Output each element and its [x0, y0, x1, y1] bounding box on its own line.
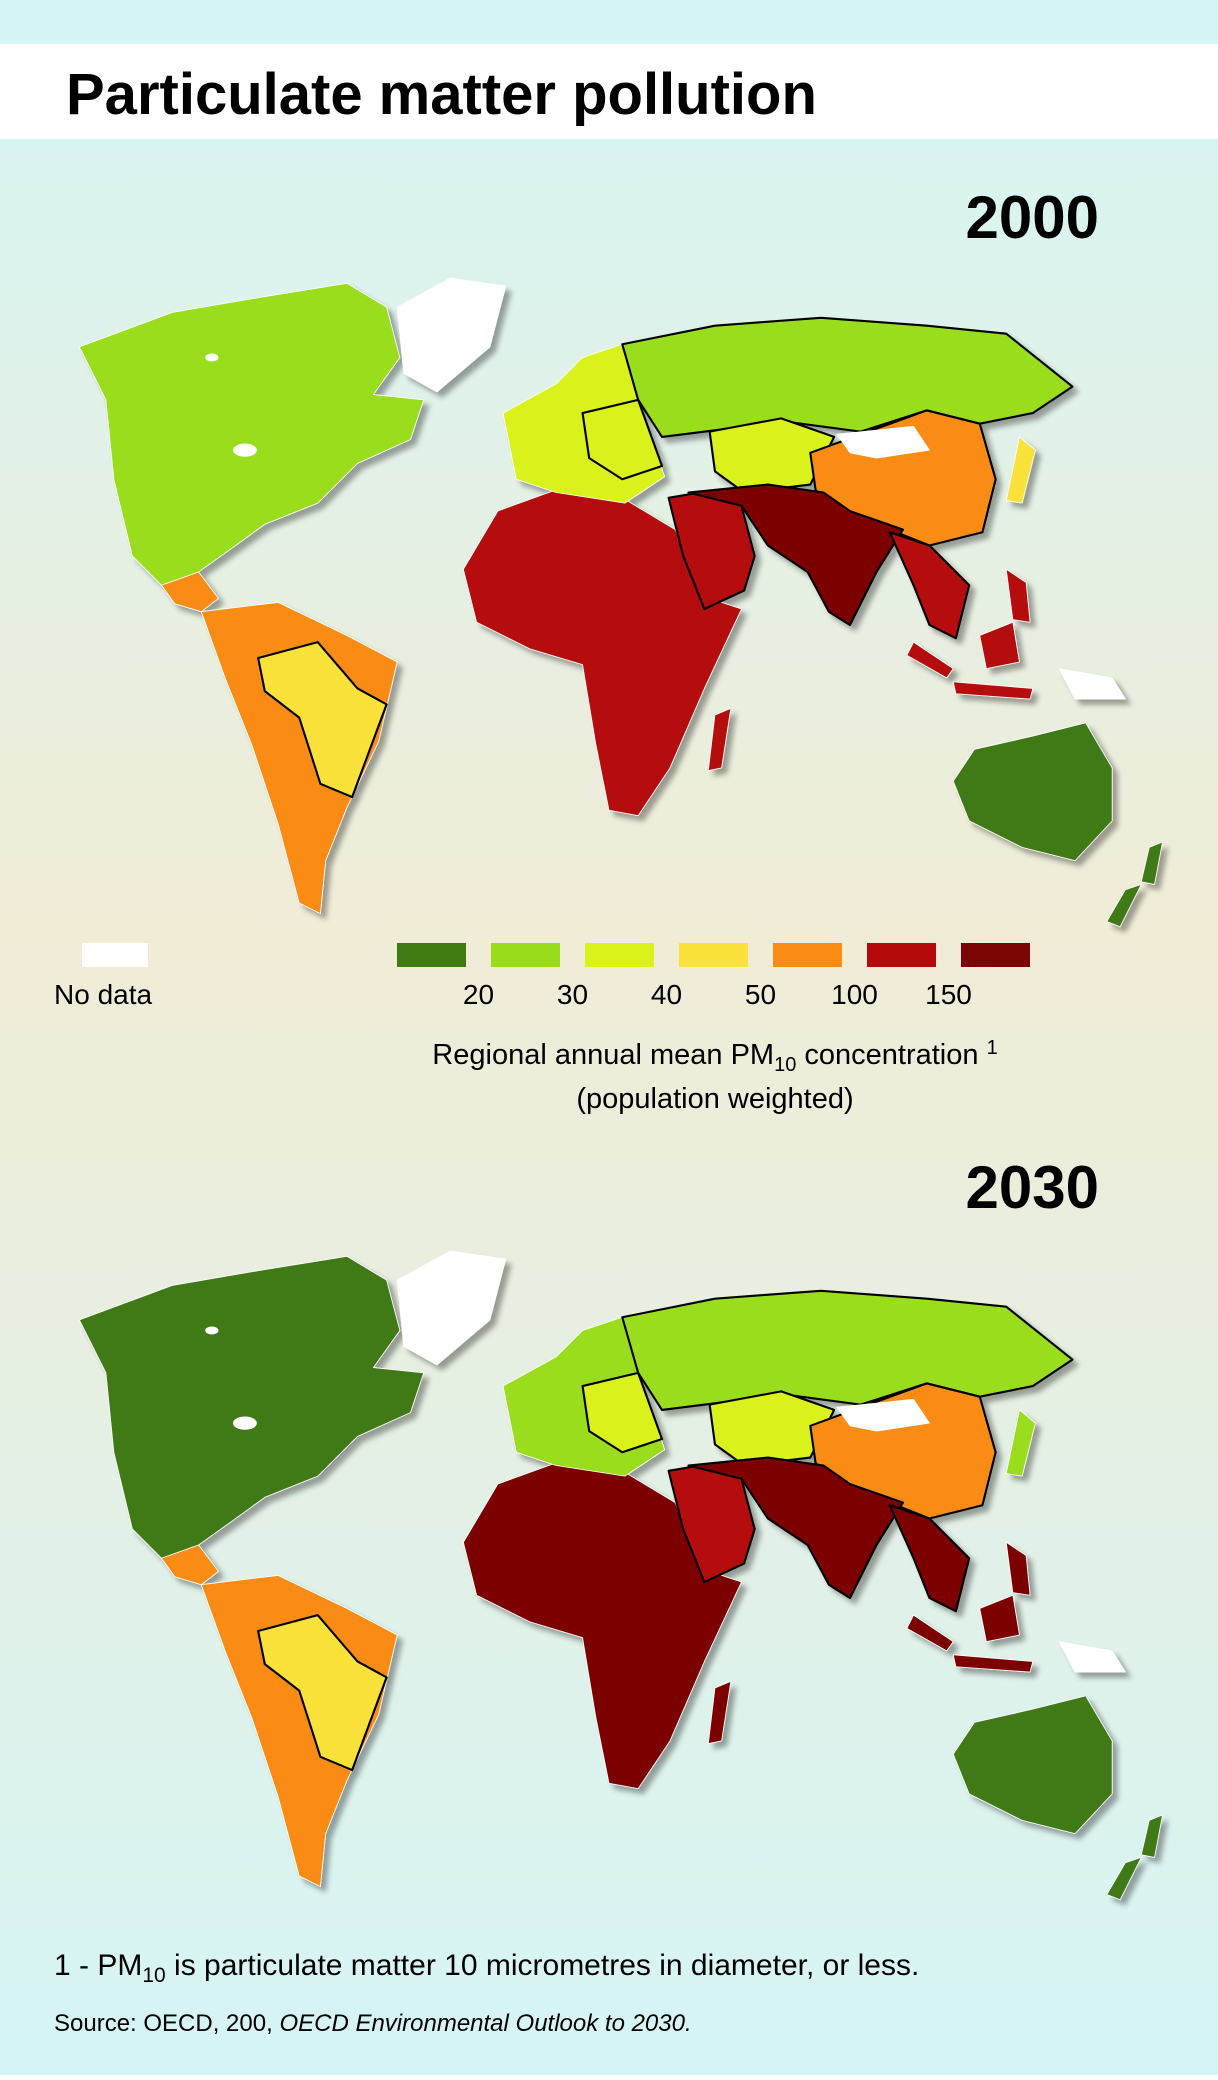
legend-swatch [679, 943, 748, 967]
region-eastern-europe [581, 1371, 664, 1454]
legend-break-label: 20 [463, 979, 494, 1010]
region-greenland [396, 1250, 507, 1366]
legend-swatch [867, 943, 936, 967]
year-label: 2000 [966, 184, 1099, 251]
legend-swatch [491, 943, 560, 967]
region-philippines [1005, 1541, 1031, 1596]
legend-break-label: 150 [925, 979, 972, 1010]
region-russia [621, 1289, 1074, 1411]
region-madagascar [707, 707, 732, 771]
legend-break-label: 40 [651, 979, 682, 1010]
footnote-text: is particulate matter 10 micrometres in … [166, 1949, 920, 1982]
world-map [79, 1250, 1163, 1901]
region-indonesia [979, 1594, 1020, 1643]
legend-break-label: 50 [745, 979, 776, 1010]
region-new-zealand [1106, 884, 1142, 928]
legend-swatch [585, 943, 654, 967]
footnote-subscript: 10 [142, 1964, 165, 1987]
region-new-zealand [1140, 1814, 1163, 1858]
region-brazil [257, 1614, 388, 1772]
legend-title-text: Regional annual mean PM [432, 1039, 774, 1071]
region-eastern-europe [581, 398, 664, 481]
lake [233, 1416, 257, 1430]
legend-title-subscript: 10 [774, 1054, 796, 1076]
source: Source: OECD, 200, OECD Environmental Ou… [54, 2010, 692, 2037]
region-africa [463, 1462, 742, 1789]
region-africa [463, 489, 742, 816]
land [79, 277, 1163, 928]
year-label: 2030 [966, 1154, 1099, 1221]
region-new-zealand [1106, 1857, 1142, 1901]
region-central-asia [708, 1390, 836, 1467]
legend-footnote-marker: 1 [987, 1037, 998, 1059]
legend-break-label: 100 [831, 979, 878, 1010]
region-new-guinea [1058, 1641, 1126, 1673]
world-map [79, 277, 1163, 928]
region-mongolia [836, 1398, 930, 1432]
legend-title-text: concentration [796, 1039, 986, 1071]
land [79, 1250, 1163, 1901]
region-central-asia [708, 417, 836, 494]
legend-swatch [82, 943, 148, 967]
region-southeast-asia [888, 1504, 971, 1613]
legend-break-label: 30 [557, 979, 588, 1010]
region-brazil [257, 641, 388, 799]
region-indonesia [952, 1654, 1034, 1673]
source-text: Source: OECD, 200, [54, 2010, 279, 2037]
source-title: OECD Environmental Outlook to 2030. [279, 2010, 691, 2037]
region-southeast-asia [888, 531, 971, 640]
region-indonesia [906, 1614, 954, 1652]
legend-title: Regional annual mean PM10 concentration … [432, 1037, 997, 1076]
region-indonesia [952, 681, 1034, 700]
region-mongolia [836, 425, 930, 459]
legend-swatch [397, 943, 466, 967]
title: Particulate matter pollution [66, 62, 817, 127]
lake [205, 1326, 219, 1335]
footnote-text: 1 - PM [54, 1949, 142, 1982]
title-band [0, 44, 1218, 139]
lake [233, 443, 257, 457]
region-south-asia [687, 1456, 905, 1599]
region-russia [621, 316, 1074, 438]
region-australia [952, 1695, 1113, 1834]
lake [205, 353, 219, 362]
region-north-america [79, 282, 425, 586]
region-japan [1005, 436, 1036, 504]
legend-subtitle: (population weighted) [576, 1083, 853, 1115]
region-new-guinea [1058, 668, 1126, 700]
region-central-america [161, 1544, 219, 1586]
region-greenland [396, 277, 507, 393]
region-central-america [161, 571, 219, 613]
legend-swatch [773, 943, 842, 967]
legend-swatch [961, 943, 1030, 967]
region-indonesia [906, 641, 954, 679]
region-madagascar [707, 1680, 732, 1744]
no-data-label: No data [54, 979, 152, 1010]
footnote: 1 - PM10 is particulate matter 10 microm… [54, 1949, 919, 1987]
legend: No data Regional annual mean PM10 concen… [54, 943, 1030, 1115]
region-north-america [79, 1255, 425, 1559]
region-philippines [1005, 568, 1031, 623]
region-south-asia [687, 483, 905, 626]
region-new-zealand [1140, 841, 1163, 885]
region-indonesia [979, 621, 1020, 670]
region-australia [952, 722, 1113, 861]
region-japan [1005, 1409, 1036, 1477]
